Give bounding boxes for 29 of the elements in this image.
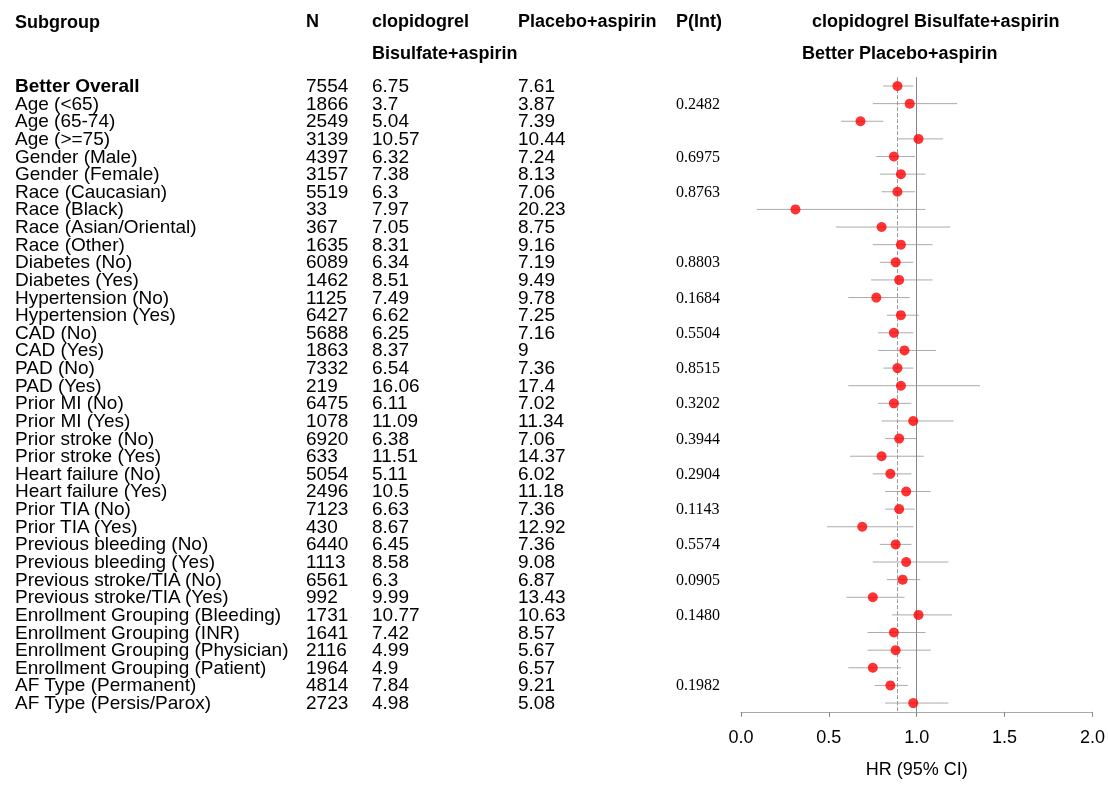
data-label: 0.8515 — [676, 358, 720, 379]
x-tick-label: 0.0 — [728, 726, 754, 747]
x-axis-title: HR (95% CI) — [865, 758, 968, 779]
data-label: 0.8803 — [676, 252, 720, 273]
data-label: 0.1982 — [676, 675, 720, 696]
text: P(Int) — [676, 11, 722, 31]
text: Placebo+aspirin — [518, 11, 657, 31]
data-label: 0.2904 — [676, 463, 720, 484]
x-tick-label: 2.0 — [1079, 726, 1105, 747]
data-label: 0.3944 — [676, 428, 720, 449]
category-label: Better Overall — [15, 75, 140, 97]
text: Subgroup — [15, 12, 100, 33]
data-label: 0.8763 — [676, 181, 720, 202]
data-label: 0.0905 — [676, 569, 720, 590]
text: Better Placebo+aspirin — [802, 43, 998, 63]
x-tick-label: 1.5 — [992, 726, 1018, 747]
data-label: 0.2482 — [676, 93, 720, 114]
text: clopidogrel Bisulfate+aspirin — [372, 10, 518, 65]
text: clopidogrel Bisulfate+aspirin — [812, 11, 1060, 31]
data-label: 0.1143 — [676, 499, 720, 520]
data-label: 0.1684 — [676, 287, 720, 308]
data-label: 0.5574 — [676, 534, 720, 555]
text: N — [306, 11, 319, 31]
x-tick-label: 1.0 — [904, 726, 930, 747]
data-label: 0.5504 — [676, 322, 720, 343]
x-tick-label: 0.5 — [816, 726, 842, 747]
data-label: 0.6975 — [676, 146, 720, 167]
data-label: 0.3202 — [676, 393, 720, 414]
data-label: 0.1480 — [676, 604, 720, 625]
